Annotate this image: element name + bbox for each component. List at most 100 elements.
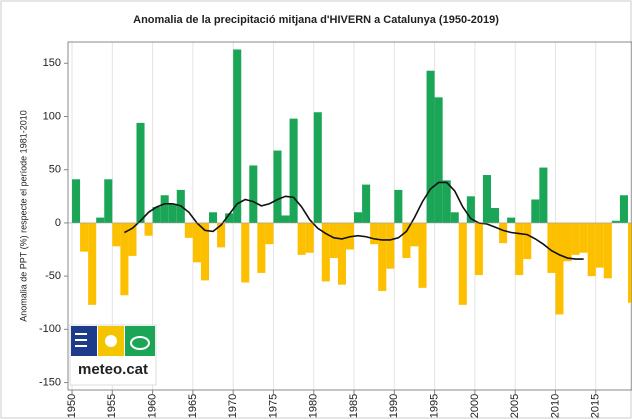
bar xyxy=(168,203,177,223)
bar xyxy=(112,222,121,247)
bar xyxy=(249,165,258,223)
trend-line xyxy=(124,181,584,260)
bar xyxy=(491,208,500,223)
bar xyxy=(305,222,314,253)
logo-icon xyxy=(125,326,155,356)
x-tick-label: 2015 xyxy=(590,394,602,418)
bar xyxy=(160,195,169,223)
x-tick-label: 1985 xyxy=(348,394,360,418)
bar xyxy=(370,222,379,245)
bar xyxy=(104,179,113,223)
bar xyxy=(587,222,596,277)
bar xyxy=(611,220,620,223)
bar xyxy=(362,184,371,223)
bar xyxy=(563,222,572,262)
logo-sun xyxy=(105,335,117,347)
bar xyxy=(523,222,532,260)
x-tick-label: 1975 xyxy=(267,394,279,418)
logo: meteo.cat xyxy=(69,324,157,386)
x-tick-label: 2010 xyxy=(549,394,561,418)
y-tick-label: -150 xyxy=(39,376,61,388)
x-tick-label: 1955 xyxy=(106,394,118,418)
bar xyxy=(209,212,218,223)
x-tick-label: 2005 xyxy=(509,394,521,418)
y-tick-label: 0 xyxy=(55,217,61,229)
x-tick-label: 2000 xyxy=(469,394,481,418)
bar xyxy=(547,222,556,273)
bar xyxy=(265,222,274,245)
bar xyxy=(313,112,322,223)
y-tick-label: -100 xyxy=(39,323,61,335)
bar xyxy=(321,222,330,282)
x-tick-label: 1950 xyxy=(66,394,78,418)
bar xyxy=(627,222,632,303)
bar xyxy=(579,222,588,253)
bar xyxy=(571,222,580,255)
bar xyxy=(531,199,540,223)
bar xyxy=(136,122,145,223)
bar xyxy=(410,222,419,247)
bar xyxy=(72,179,81,223)
bar xyxy=(539,167,548,223)
bar xyxy=(378,222,387,292)
y-tick-label: 50 xyxy=(49,164,61,176)
bar xyxy=(499,222,508,244)
bar xyxy=(474,222,483,276)
logo-lines xyxy=(75,333,87,347)
bar xyxy=(555,222,564,315)
logo-cloud xyxy=(130,336,150,350)
bar xyxy=(402,222,411,259)
bar xyxy=(88,222,97,305)
bar xyxy=(442,180,451,223)
x-tick-label: 1990 xyxy=(388,394,400,418)
bar xyxy=(450,212,459,223)
x-tick-label: 1970 xyxy=(227,394,239,418)
bar xyxy=(273,150,282,223)
bar xyxy=(515,222,524,276)
bar xyxy=(418,222,427,288)
bar xyxy=(394,189,403,223)
y-tick-label: 150 xyxy=(43,57,61,69)
bar xyxy=(297,222,306,255)
bar xyxy=(225,213,234,223)
bar xyxy=(482,175,491,223)
y-tick-label: 100 xyxy=(43,110,61,122)
plot-frame xyxy=(67,41,632,391)
bar xyxy=(466,196,475,223)
bar xyxy=(337,222,346,285)
bar xyxy=(120,222,129,296)
bar xyxy=(507,217,516,223)
x-tick-label: 1980 xyxy=(308,394,320,418)
bar xyxy=(184,222,193,238)
bar xyxy=(257,222,266,273)
bar xyxy=(434,97,443,223)
bar xyxy=(152,206,161,223)
bar xyxy=(595,222,604,268)
bar xyxy=(329,222,338,259)
y-axis-label: Anomalia de PPT (%) respecte el període … xyxy=(18,110,28,321)
bar xyxy=(241,222,250,283)
bar xyxy=(289,118,298,223)
bar xyxy=(144,222,153,236)
bar xyxy=(281,215,290,223)
bar xyxy=(80,222,89,252)
bar xyxy=(128,222,137,256)
bar xyxy=(354,212,363,223)
x-tick-label: 1965 xyxy=(187,394,199,418)
y-tick-label: -50 xyxy=(45,270,61,282)
bar xyxy=(458,222,467,305)
logo-text: meteo.cat xyxy=(78,361,148,378)
bar xyxy=(603,222,612,279)
x-tick-label: 1995 xyxy=(429,394,441,418)
bar xyxy=(233,49,242,223)
chart-title: Anomalia de la precipitació mitjana d'HI… xyxy=(133,14,499,26)
bar xyxy=(217,222,226,248)
bar xyxy=(200,222,209,281)
bar xyxy=(386,222,395,269)
bar xyxy=(619,195,628,223)
x-tick-label: 1960 xyxy=(147,394,159,418)
bar xyxy=(96,217,105,223)
bar xyxy=(192,222,201,263)
bar xyxy=(426,70,435,223)
